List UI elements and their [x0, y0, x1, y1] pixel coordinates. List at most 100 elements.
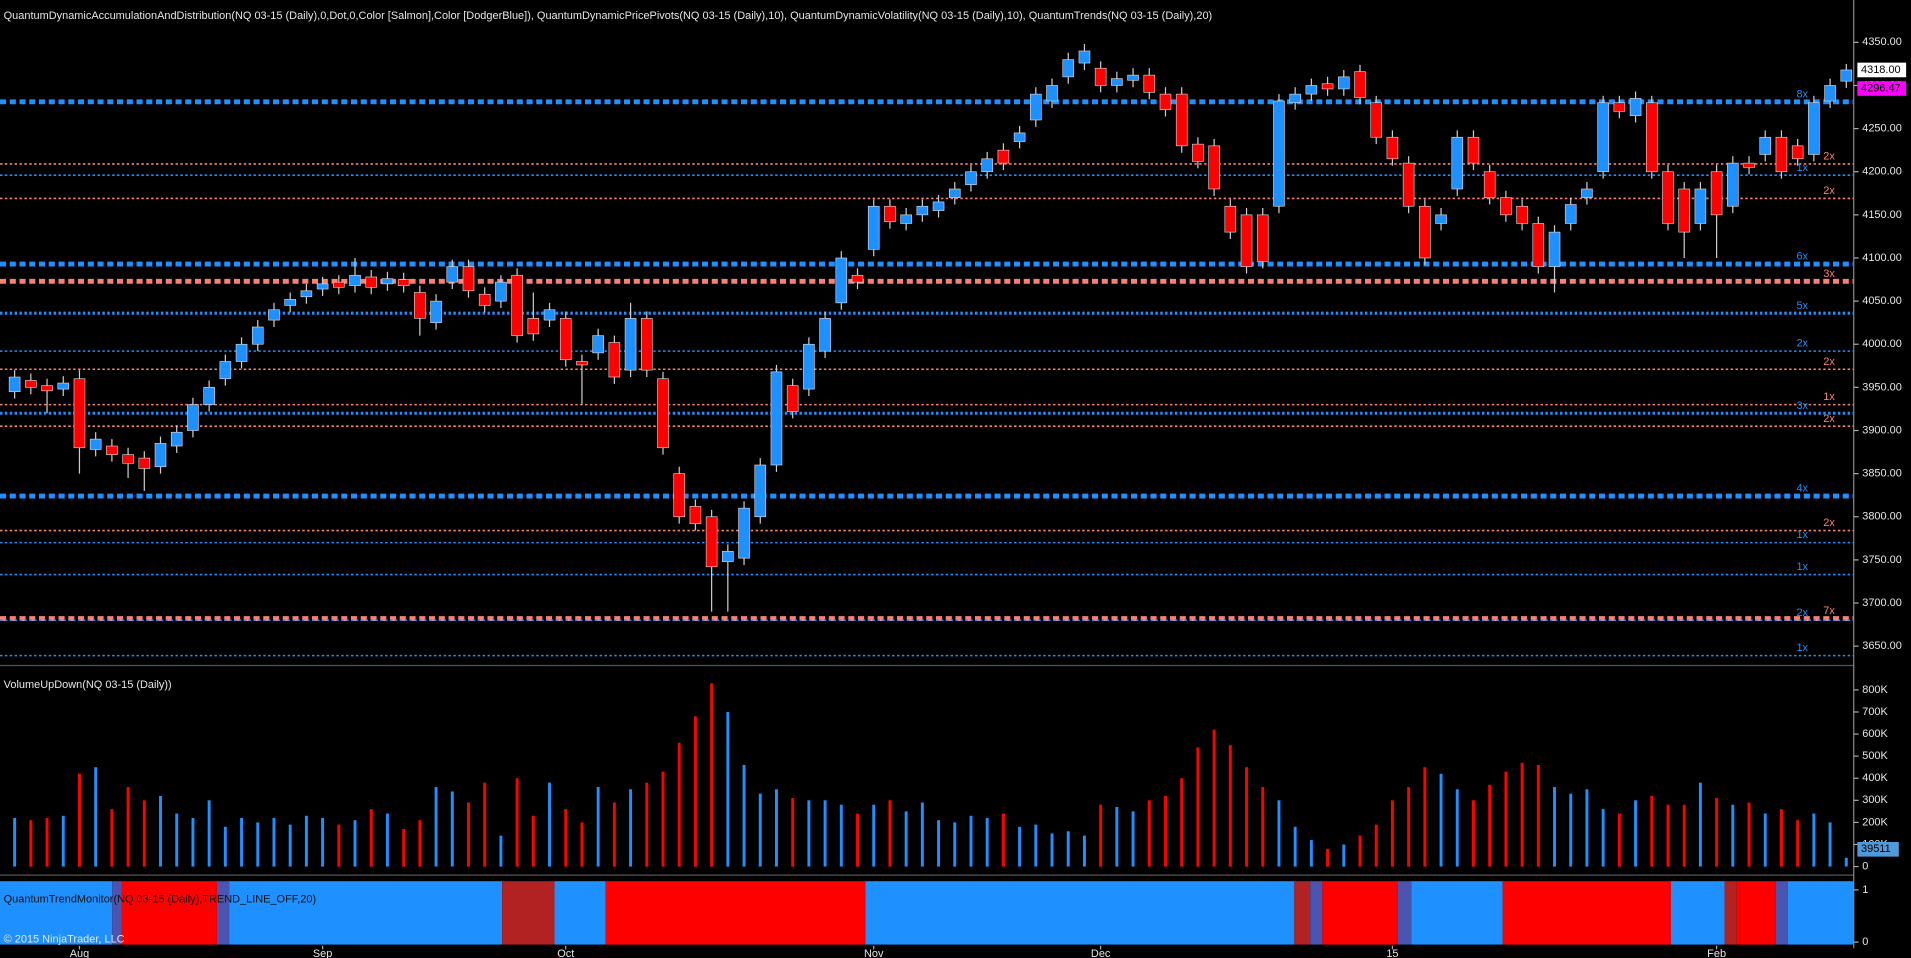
- volume-bar: [1520, 762, 1524, 867]
- volume-bar: [94, 767, 98, 867]
- candle-body: [1305, 85, 1318, 95]
- trend-monitor: [0, 881, 1854, 945]
- trend-segment: [112, 881, 122, 945]
- candle-body: [997, 149, 1010, 164]
- candle-body: [1062, 59, 1075, 78]
- candle-body: [1467, 136, 1480, 164]
- pivot-label: 2x: [1823, 151, 1835, 163]
- y-tick-label: 500K: [1862, 750, 1888, 762]
- volume-bar: [321, 817, 325, 867]
- volume-bar: [418, 820, 422, 867]
- copyright: © 2015 NinjaTrader, LLC: [4, 934, 125, 946]
- pivot-label: 8x: [1796, 88, 1808, 100]
- candle-body: [1338, 76, 1350, 90]
- volume-bar: [677, 742, 681, 867]
- y-tick-label: 4100.00: [1862, 252, 1902, 264]
- candle-body: [624, 318, 637, 371]
- y-tick-label: 3650.00: [1862, 640, 1902, 652]
- candle-body: [543, 309, 556, 321]
- pivot-label: 2x: [1823, 413, 1835, 425]
- candle-body: [867, 205, 880, 250]
- trend-segment: [1502, 881, 1671, 945]
- volume-bar: [450, 791, 454, 867]
- x-tick-label: Aug: [70, 948, 90, 958]
- candle-body: [1564, 204, 1577, 224]
- candle-body: [187, 404, 199, 431]
- volume-bar: [710, 683, 714, 867]
- candle-body: [462, 266, 475, 292]
- candle-body: [365, 276, 378, 288]
- candle-body: [1321, 83, 1334, 90]
- candle-body: [689, 506, 702, 524]
- y-tick-label: 4000.00: [1862, 338, 1902, 350]
- volume-bar: [1115, 806, 1119, 867]
- volume-bar: [142, 800, 146, 867]
- volume-bar: [1634, 800, 1638, 867]
- volume-bar: [1650, 795, 1654, 867]
- candle-body: [1175, 93, 1188, 147]
- candle-body: [478, 293, 491, 306]
- volume-bar: [434, 787, 438, 867]
- candle-body: [803, 343, 815, 390]
- price-marker-label: 4296.47: [1861, 82, 1901, 94]
- candle-body: [786, 385, 799, 412]
- trend-segment: [1787, 881, 1854, 945]
- volume-bar: [1455, 789, 1459, 867]
- trend-segment: [229, 881, 503, 945]
- candle-body: [965, 171, 977, 185]
- y-tick-label: 3750.00: [1862, 554, 1902, 566]
- volume-bar: [1763, 813, 1767, 867]
- candle-body: [851, 274, 864, 283]
- volume-bar: [791, 798, 795, 867]
- candle-body: [122, 454, 134, 464]
- candle-body: [1240, 214, 1253, 267]
- volume-bar: [402, 829, 406, 867]
- candle-body: [981, 158, 993, 173]
- candle-body: [511, 274, 523, 336]
- pivot-label: 1x: [1796, 162, 1808, 174]
- candle-body: [1500, 197, 1512, 216]
- y-tick-label: 3850.00: [1862, 468, 1902, 480]
- candle-body: [1030, 93, 1042, 121]
- candle-body: [333, 281, 345, 288]
- volume-bar: [369, 809, 373, 867]
- y-tick-label: 4200.00: [1862, 166, 1902, 178]
- volume-bar: [1131, 811, 1135, 867]
- candle-body: [1629, 98, 1642, 116]
- volume-bar: [483, 782, 487, 867]
- volume-bar: [1374, 824, 1378, 867]
- volume-bar: [1698, 782, 1702, 867]
- volume-bar: [1844, 857, 1848, 867]
- volume-bar: [223, 826, 227, 867]
- candle-body: [738, 507, 750, 559]
- candle-body: [1143, 74, 1156, 93]
- volume-bar: [693, 716, 697, 867]
- volume-bar: [159, 795, 162, 867]
- candle-body: [1273, 100, 1285, 207]
- volume-bar: [564, 809, 568, 867]
- volume-panel-title: VolumeUpDown(NQ 03-15 (Daily)): [4, 679, 172, 691]
- candle-body: [1710, 171, 1723, 216]
- candle-body: [1013, 132, 1026, 142]
- pivot-label: 7x: [1823, 605, 1835, 617]
- volume-bar: [612, 802, 616, 867]
- volume-bar: [775, 789, 778, 867]
- volume-bar: [1212, 729, 1216, 867]
- volume-bar: [920, 802, 924, 867]
- candle-body: [1094, 67, 1107, 86]
- volume-bar: [1018, 826, 1022, 867]
- candle-body: [673, 473, 685, 518]
- candle-body: [1289, 93, 1301, 104]
- trend-segment: [0, 881, 113, 945]
- candle-body: [916, 205, 929, 216]
- volume-bar: [1261, 787, 1265, 867]
- candle-body: [1354, 71, 1366, 98]
- volume-bar: [580, 822, 584, 867]
- volume-bar: [661, 771, 665, 867]
- candle-body: [1370, 102, 1383, 138]
- candle-body: [203, 387, 215, 405]
- x-tick-label: Nov: [864, 948, 884, 958]
- x-tick-label: Sep: [313, 948, 333, 958]
- candle-body: [1402, 162, 1415, 207]
- candle-body: [1111, 78, 1123, 86]
